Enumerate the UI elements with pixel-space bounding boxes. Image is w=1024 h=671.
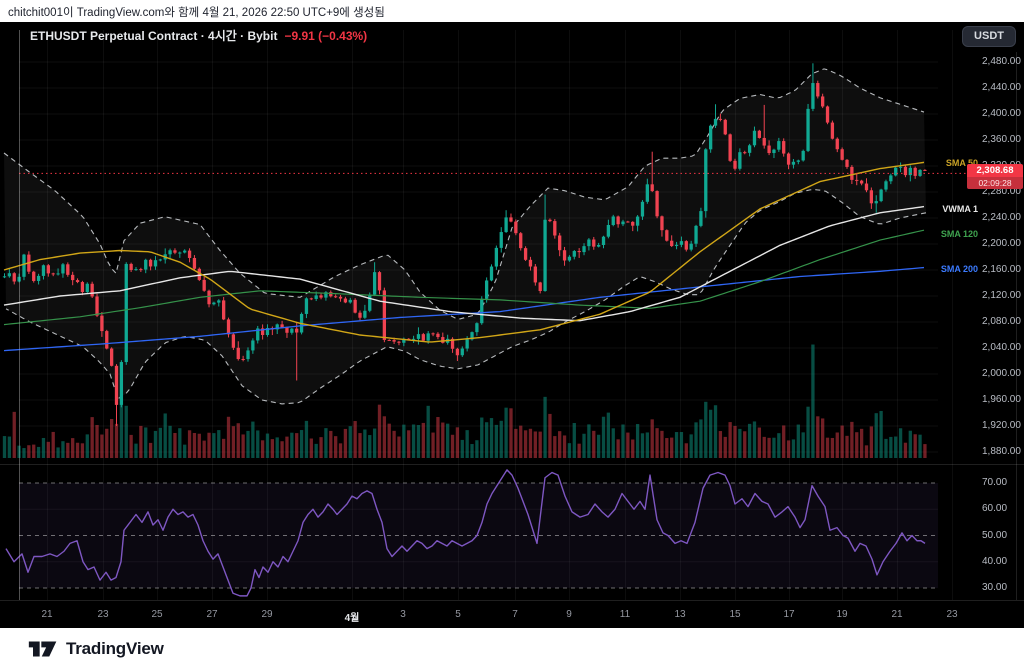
price-tick: 2,000.00 xyxy=(982,368,1021,379)
time-tick: 23 xyxy=(97,609,109,620)
time-tick: 9 xyxy=(566,609,572,620)
rsi-tick: 40.00 xyxy=(982,555,1008,567)
time-tick: 7 xyxy=(512,609,518,620)
time-tick: 29 xyxy=(261,609,273,620)
overlay-label-vwma-1: VWMA 1 xyxy=(942,203,978,214)
price-tick: 2,360.00 xyxy=(982,134,1021,145)
tradingview-brand[interactable]: TradingView xyxy=(28,637,164,661)
price-tick: 2,120.00 xyxy=(982,290,1021,301)
price-tick: 2,240.00 xyxy=(982,212,1021,223)
price-tick: 2,280.00 xyxy=(982,186,1021,197)
time-tick: 11 xyxy=(619,609,631,620)
price-tick: 2,400.00 xyxy=(982,108,1021,119)
price-tick: 2,200.00 xyxy=(982,238,1021,249)
time-tick: 15 xyxy=(729,609,741,620)
last-price-value: 2,308.68 xyxy=(967,164,1023,177)
rsi-tick: 70.00 xyxy=(982,477,1008,488)
brand-wordmark: TradingView xyxy=(66,639,164,658)
price-tick: 2,160.00 xyxy=(982,264,1021,275)
time-tick: 21 xyxy=(41,609,53,620)
price-tick: 2,080.00 xyxy=(982,316,1021,327)
price-tick: 1,880.00 xyxy=(982,446,1021,457)
rsi-tick: 60.00 xyxy=(982,503,1008,515)
time-tick: 21 xyxy=(891,609,903,620)
time-tick: 4월 xyxy=(344,613,360,624)
time-tick: 17 xyxy=(783,609,795,620)
footer-bar: TradingView xyxy=(0,628,1024,671)
price-tick: 2,480.00 xyxy=(982,56,1021,67)
price-tick: 2,040.00 xyxy=(982,342,1021,353)
tradingview-logo-icon xyxy=(28,641,57,657)
chart-area[interactable]: ETHUSDT Perpetual Contract · 4시간 · Bybit… xyxy=(0,22,1024,628)
chart-canvas[interactable] xyxy=(0,22,1024,628)
time-tick: 19 xyxy=(836,609,848,620)
time-tick: 5 xyxy=(455,609,461,620)
overlay-label-sma-200: SMA 200 xyxy=(940,263,978,274)
bar-countdown: 02:09:28 xyxy=(967,177,1023,189)
rsi-tick: 30.00 xyxy=(982,582,1008,593)
chart-legend[interactable]: ETHUSDT Perpetual Contract · 4시간 · Bybit… xyxy=(30,27,367,44)
rsi-tick: 50.00 xyxy=(982,529,1008,541)
time-tick: 23 xyxy=(946,609,958,620)
last-price-badge: 2,308.68 02:09:28 xyxy=(967,164,1023,189)
symbol-title: ETHUSDT Perpetual Contract · 4시간 · Bybit xyxy=(30,29,278,43)
overlay-label-sma-50: SMA 50 xyxy=(945,157,978,168)
price-tick: 1,960.00 xyxy=(982,394,1021,405)
overlay-label-sma-120: SMA 120 xyxy=(940,228,978,239)
price-tick: 2,440.00 xyxy=(982,82,1021,93)
attribution-bar: chitchit001이 TradingView.com와 함께 4월 21, … xyxy=(0,0,1024,22)
time-tick: 13 xyxy=(674,609,686,620)
time-tick: 25 xyxy=(151,609,163,620)
attribution-text: chitchit001이 TradingView.com와 함께 4월 21, … xyxy=(8,7,385,19)
price-tick: 1,920.00 xyxy=(982,420,1021,431)
price-change: −9.91 (−0.43%) xyxy=(284,28,368,43)
currency-toggle-button[interactable]: USDT xyxy=(962,26,1016,47)
time-tick: 27 xyxy=(206,609,218,620)
time-tick: 3 xyxy=(400,609,406,620)
